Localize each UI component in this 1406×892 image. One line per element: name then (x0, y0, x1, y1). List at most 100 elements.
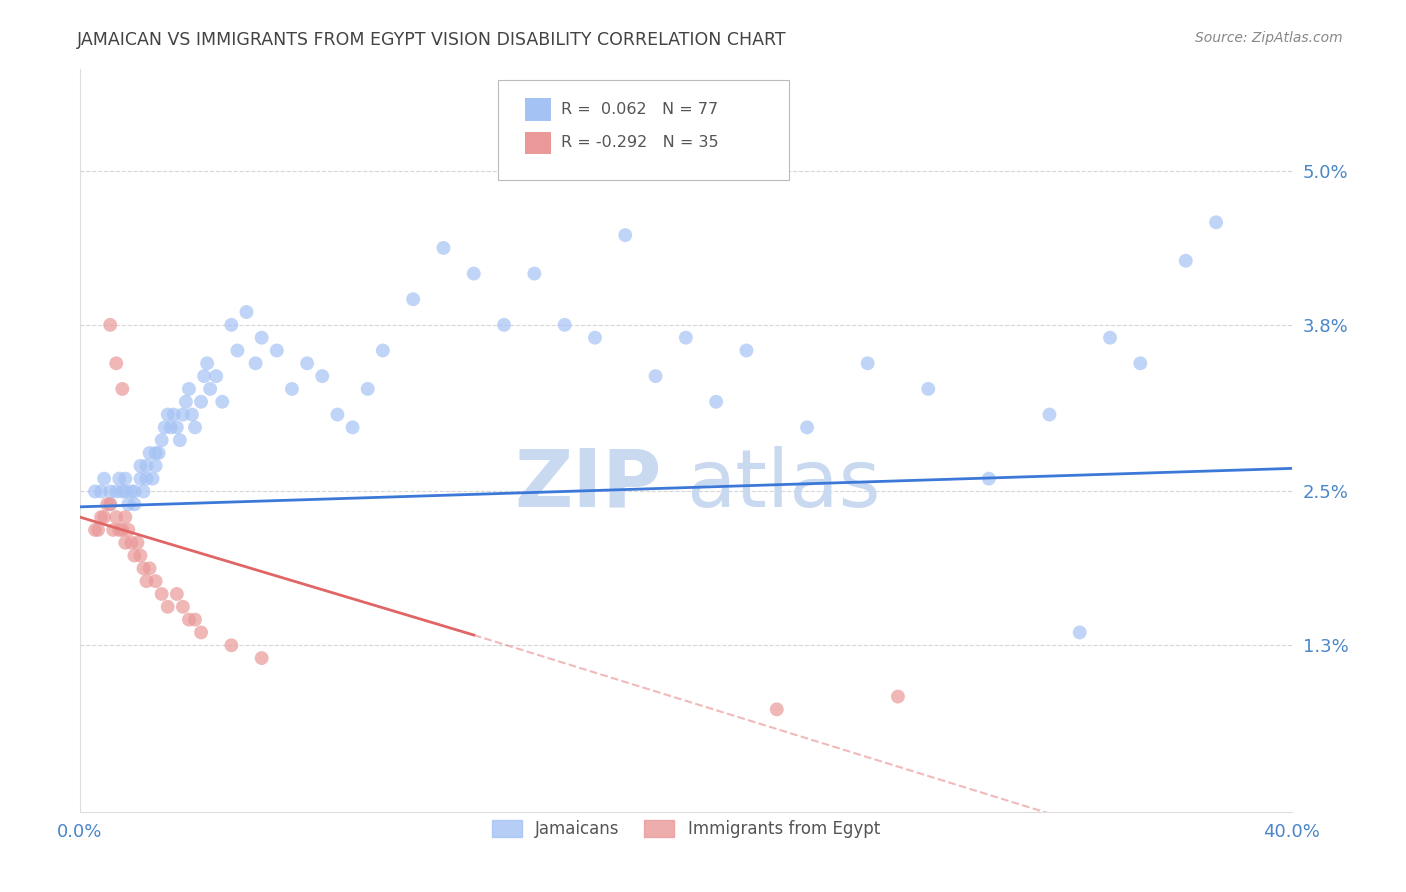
Point (402, 292, 425, 306)
Point (87, 523, 110, 537)
Text: R =  0.062   N = 77: R = 0.062 N = 77 (561, 102, 718, 117)
Point (124, 549, 146, 563)
Point (114, 535, 136, 549)
Point (138, 561, 160, 575)
Point (245, 356, 267, 370)
Point (90, 510, 112, 524)
Point (98, 484, 121, 499)
Point (221, 638, 243, 652)
Text: JAMAICAN VS IMMIGRANTS FROM EGYPT VISION DISABILITY CORRELATION CHART: JAMAICAN VS IMMIGRANTS FROM EGYPT VISION… (77, 31, 787, 49)
Point (796, 420, 818, 434)
Point (103, 523, 125, 537)
Text: Source: ZipAtlas.com: Source: ZipAtlas.com (1195, 31, 1343, 45)
Point (887, 690, 910, 704)
Point (177, 382, 200, 396)
Point (250, 651, 273, 665)
Point (177, 613, 200, 627)
Point (145, 446, 167, 460)
Point (159, 420, 181, 434)
Point (93, 510, 115, 524)
Point (523, 267, 546, 281)
Point (1069, 625, 1091, 640)
Point (583, 331, 606, 345)
Point (205, 369, 228, 384)
Point (371, 343, 394, 358)
Point (124, 484, 146, 499)
Point (117, 523, 139, 537)
Point (172, 599, 194, 614)
Point (145, 574, 167, 589)
Y-axis label: Vision Disability: Vision Disability (0, 375, 8, 506)
Point (90, 484, 112, 499)
Point (98, 318, 121, 332)
Text: ZIP: ZIP (515, 446, 662, 524)
Point (1038, 408, 1060, 422)
Point (148, 446, 170, 460)
Point (614, 228, 637, 243)
Point (129, 549, 152, 563)
Point (150, 587, 173, 601)
Point (129, 472, 152, 486)
Point (917, 382, 939, 396)
Point (120, 535, 142, 549)
Point (114, 510, 136, 524)
Point (1205, 215, 1227, 229)
Point (98, 497, 121, 511)
Point (357, 382, 380, 396)
Bar (524, 98, 551, 120)
Point (111, 382, 134, 396)
Point (98, 497, 121, 511)
Point (145, 458, 167, 473)
Point (190, 625, 212, 640)
Point (342, 420, 364, 434)
Point (169, 433, 191, 447)
Text: atlas: atlas (686, 446, 880, 524)
Point (156, 599, 179, 614)
Point (295, 356, 318, 370)
Point (127, 535, 149, 549)
Point (311, 369, 333, 384)
Point (124, 497, 146, 511)
Point (235, 305, 257, 319)
Point (142, 472, 165, 486)
Point (977, 472, 1000, 486)
Point (281, 382, 304, 396)
Point (135, 458, 157, 473)
Point (226, 343, 249, 358)
Point (1174, 253, 1197, 268)
Point (135, 472, 157, 486)
Point (250, 331, 273, 345)
Point (494, 318, 516, 332)
FancyBboxPatch shape (498, 79, 789, 180)
Point (856, 356, 879, 370)
Point (114, 484, 136, 499)
Point (644, 369, 666, 384)
Point (1129, 356, 1152, 370)
Point (120, 484, 142, 499)
Point (704, 394, 727, 409)
Point (221, 318, 243, 332)
Point (735, 343, 758, 358)
Point (129, 458, 152, 473)
Point (114, 472, 136, 486)
Point (195, 356, 218, 370)
Point (111, 484, 134, 499)
Point (84, 484, 107, 499)
Point (108, 472, 131, 486)
Point (172, 408, 194, 422)
Text: R = -0.292   N = 35: R = -0.292 N = 35 (561, 136, 718, 151)
Point (184, 420, 207, 434)
Point (765, 702, 787, 716)
Point (174, 394, 197, 409)
Point (105, 356, 128, 370)
Point (84, 523, 107, 537)
Point (266, 343, 288, 358)
Point (117, 497, 139, 511)
Point (1099, 331, 1122, 345)
Bar (524, 132, 551, 154)
Point (150, 433, 173, 447)
Point (211, 394, 233, 409)
Point (166, 587, 188, 601)
Point (96, 497, 118, 511)
Point (153, 420, 176, 434)
